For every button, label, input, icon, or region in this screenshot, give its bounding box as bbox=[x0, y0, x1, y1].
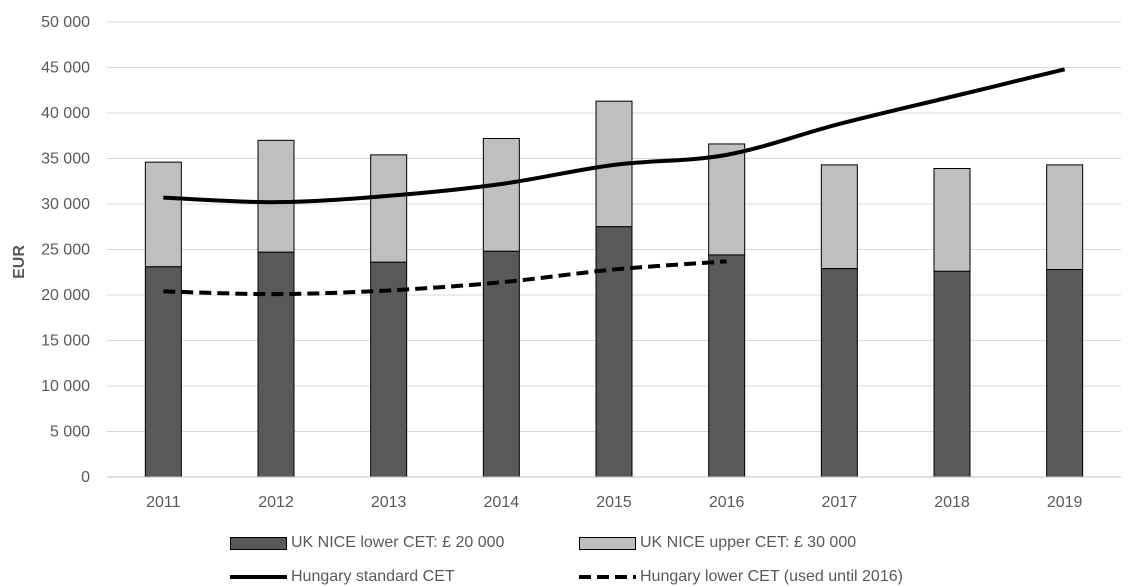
bar-uk-upper bbox=[933, 168, 971, 272]
y-tick-label: 10 000 bbox=[41, 378, 90, 395]
x-tick-label: 2013 bbox=[371, 494, 407, 511]
bar-uk-upper bbox=[370, 154, 408, 263]
bar-uk-lower bbox=[482, 250, 520, 478]
bar-uk-lower bbox=[144, 266, 182, 478]
x-tick-label: 2014 bbox=[484, 494, 520, 511]
x-tick-label: 2012 bbox=[258, 494, 294, 511]
y-tick-label: 50 000 bbox=[41, 14, 90, 31]
bar-uk-lower bbox=[933, 270, 971, 478]
bar-uk-lower bbox=[708, 254, 746, 478]
x-tick-label: 2011 bbox=[146, 494, 181, 511]
bars bbox=[144, 100, 1084, 478]
bar-uk-lower bbox=[595, 226, 633, 478]
bar-uk-lower bbox=[1046, 269, 1084, 478]
y-axis-label: EUR bbox=[11, 245, 28, 279]
line-hungary-lower bbox=[163, 259, 727, 297]
y-tick-label: 30 000 bbox=[41, 196, 90, 213]
y-tick-label: 20 000 bbox=[41, 287, 90, 304]
y-tick-label: 0 bbox=[81, 469, 90, 486]
y-tick-label: 45 000 bbox=[41, 60, 90, 77]
bar-uk-upper bbox=[708, 143, 746, 256]
x-tick-label: 2016 bbox=[709, 494, 745, 511]
bar-uk-upper bbox=[1046, 164, 1084, 271]
bar-uk-lower bbox=[820, 268, 858, 478]
bar-uk-upper bbox=[482, 137, 520, 252]
x-tick-label: 2018 bbox=[934, 494, 970, 511]
line-hungary-standard bbox=[163, 67, 1066, 205]
y-tick-label: 5 000 bbox=[50, 424, 90, 441]
lines bbox=[163, 67, 1066, 297]
y-tick-label: 35 000 bbox=[41, 151, 90, 168]
bar-uk-upper bbox=[257, 139, 295, 253]
x-tick-label: 2019 bbox=[1047, 494, 1083, 511]
y-tick-label: 15 000 bbox=[41, 333, 90, 350]
bar-uk-lower bbox=[257, 251, 295, 478]
bar-uk-upper bbox=[144, 161, 182, 268]
bar-uk-lower bbox=[370, 261, 408, 478]
x-tick-label: 2017 bbox=[822, 494, 858, 511]
bar-uk-upper bbox=[820, 164, 858, 270]
axes: 0 5 000 10 000 15 000 20 000 25 000 30 000 35 0… bbox=[41, 14, 1121, 511]
y-tick-label: 40 000 bbox=[41, 105, 90, 122]
x-tick-label: 2015 bbox=[596, 494, 632, 511]
y-tick-label: 25 000 bbox=[41, 242, 90, 259]
